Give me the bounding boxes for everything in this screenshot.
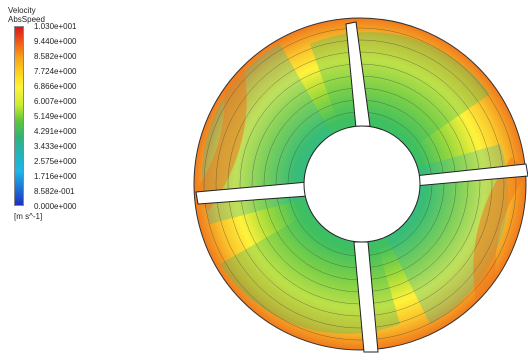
legend-title-line2: AbsSpeed bbox=[8, 15, 45, 24]
rotor-blades bbox=[195, 21, 528, 353]
hub bbox=[303, 125, 421, 243]
velocity-contour-plot bbox=[193, 17, 528, 353]
legend-tick: 7.724e+000 bbox=[34, 67, 77, 76]
legend-tick: 8.582e+000 bbox=[34, 52, 77, 61]
legend-tick: 9.440e+000 bbox=[34, 37, 77, 46]
legend-tick: 5.149e+000 bbox=[34, 112, 77, 121]
disc-outline bbox=[193, 17, 527, 351]
colorbar bbox=[14, 26, 24, 206]
legend-tick: 1.716e+000 bbox=[34, 172, 77, 181]
velocity-legend: Velocity AbsSpeed 1.030e+001 9.440e+000 … bbox=[8, 6, 118, 221]
legend-tick: 8.582e-001 bbox=[34, 187, 75, 196]
legend-tick: 3.433e+000 bbox=[34, 142, 77, 151]
legend-tick: 2.575e+000 bbox=[34, 157, 77, 166]
legend-tick: 0.000e+000 bbox=[34, 202, 77, 211]
legend-tick: 6.007e+000 bbox=[34, 97, 77, 106]
legend-tick: 1.030e+001 bbox=[34, 22, 77, 31]
legend-title-line1: Velocity bbox=[8, 6, 36, 15]
blade-top bbox=[345, 21, 371, 129]
legend-tick: 6.866e+000 bbox=[34, 82, 77, 91]
legend-tick: 4.291e+000 bbox=[34, 127, 77, 136]
legend-units: [m s^-1] bbox=[14, 212, 43, 221]
